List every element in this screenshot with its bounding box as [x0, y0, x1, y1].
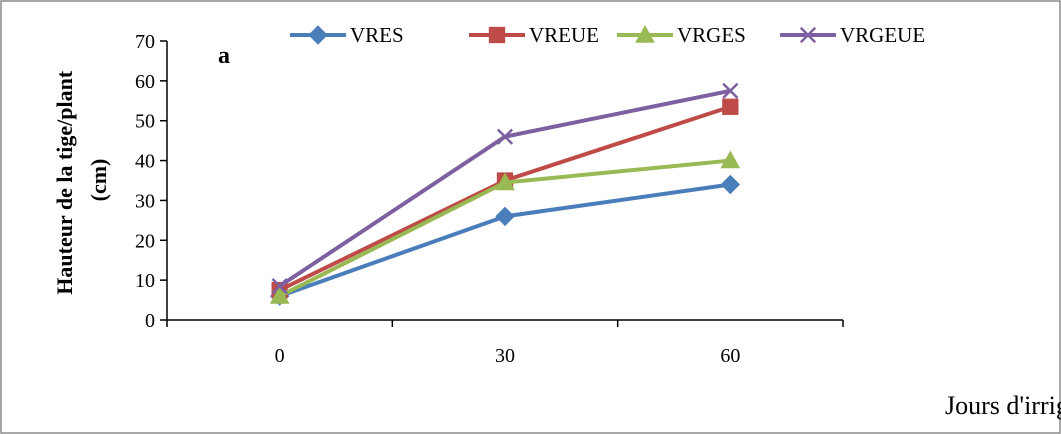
data-point-vrges — [495, 172, 515, 191]
legend-item-vres: VRES — [290, 23, 404, 47]
y-tick-label: 10 — [135, 270, 155, 292]
axes: 0 10 20 30 40 50 60 70 0 30 60 — [135, 31, 844, 367]
x-tick-label: 0 — [275, 345, 285, 367]
series-vrgeue — [271, 82, 739, 295]
y-axis-title: Hauteur de la tige/plant (cm) — [52, 65, 111, 294]
y-axis-title-line1: Hauteur de la tige/plant — [52, 70, 77, 295]
data-point-vres — [720, 174, 741, 195]
legend-marker-vrgeue — [799, 26, 817, 44]
y-tick-label: 30 — [135, 190, 155, 212]
data-point-vreue — [722, 98, 739, 115]
data-point-vrgeue — [496, 128, 514, 145]
legend-marker-vrges — [635, 24, 655, 43]
legend-marker-vres — [308, 25, 328, 45]
data-point-vrgeue — [722, 82, 739, 99]
legend-marker-vreue — [488, 26, 506, 44]
y-tick-label: 20 — [135, 230, 155, 252]
legend-item-vreue: VREUE — [469, 23, 599, 47]
legend-label: VRES — [350, 23, 404, 47]
data-point-vres — [495, 206, 515, 227]
legend: VRES VREUE VRGES VRGEUE — [290, 23, 925, 47]
series-vrges — [269, 150, 741, 304]
legend-item-vrgeue: VRGEUE — [780, 23, 925, 47]
data-point-vrges — [269, 286, 290, 304]
x-tick-label: 30 — [495, 345, 515, 367]
y-tick-label: 50 — [135, 111, 155, 133]
legend-label: VRGES — [677, 23, 746, 47]
y-tick-label: 70 — [135, 31, 155, 53]
legend-item-vrges: VRGES — [617, 23, 746, 47]
legend-label: VRGEUE — [840, 23, 925, 47]
y-tick-label: 0 — [145, 310, 155, 332]
x-axis-title: Jours d'irrigation — [945, 391, 1061, 420]
data-point-vrgeue — [271, 278, 288, 295]
legend-label: VREUE — [529, 23, 599, 47]
data-point-vrges — [720, 150, 741, 169]
series-layer — [269, 82, 741, 306]
y-axis-title-line2: (cm) — [86, 159, 111, 202]
x-tick-label: 60 — [720, 345, 740, 367]
y-tick-label: 60 — [135, 71, 155, 93]
panel-label: a — [218, 43, 230, 69]
y-tick-label: 40 — [135, 151, 155, 173]
